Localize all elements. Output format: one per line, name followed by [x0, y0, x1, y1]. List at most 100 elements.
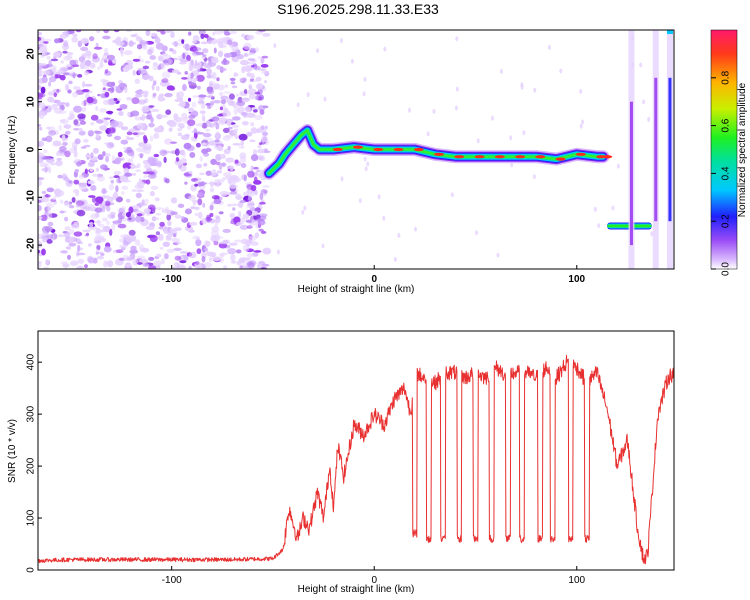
noise-speck	[102, 217, 108, 222]
faint-speck	[455, 36, 459, 42]
noise-speck	[138, 185, 145, 189]
noise-speck	[185, 208, 192, 215]
ridge-hotspot	[434, 152, 444, 156]
faint-speck	[432, 108, 436, 114]
noise-speck	[246, 184, 253, 190]
noise-speck	[161, 53, 168, 57]
noise-speck	[258, 68, 267, 71]
noise-speck	[251, 252, 259, 257]
y-tick-label: 20	[26, 48, 37, 60]
noise-speck	[164, 30, 173, 33]
noise-speck	[119, 47, 124, 54]
noise-speck	[224, 134, 234, 139]
noise-speck	[164, 92, 173, 98]
ridge-hotspot	[373, 147, 384, 152]
noise-speck	[160, 63, 165, 70]
noise-speck	[213, 47, 217, 54]
noise-speck	[236, 261, 242, 266]
noise-speck	[258, 169, 264, 174]
noise-speck	[162, 241, 170, 247]
noise-speck	[187, 72, 191, 79]
noise-speck	[243, 174, 247, 182]
noise-speck	[149, 190, 155, 197]
x-tick-label: 0	[371, 575, 377, 586]
noise-speck	[158, 226, 164, 230]
noise-speck	[41, 248, 46, 256]
noise-speck	[137, 89, 143, 92]
noise-speck	[122, 66, 130, 73]
noise-speck	[91, 196, 97, 203]
noise-speck	[227, 145, 231, 151]
noise-speck	[206, 74, 212, 79]
noise-speck	[174, 214, 182, 219]
noise-speck	[57, 174, 63, 179]
noise-speck	[212, 256, 222, 262]
noise-speck	[138, 142, 147, 148]
vertical-streak-core	[654, 77, 658, 222]
noise-speck	[200, 67, 203, 71]
noise-speck	[104, 91, 110, 98]
noise-speck	[111, 155, 116, 162]
noise-speck	[248, 235, 257, 241]
y-tick-label: 300	[26, 405, 37, 422]
noise-speck	[218, 241, 227, 244]
noise-speck	[57, 69, 63, 75]
y-tick-label: 10	[26, 96, 37, 108]
faint-speck	[364, 166, 368, 172]
ridge-hotspot	[454, 155, 465, 159]
noise-speck	[90, 114, 99, 121]
noise-speck	[81, 89, 90, 93]
noise-speck	[62, 263, 70, 268]
noise-speck	[230, 81, 236, 85]
vertical-streak-core	[629, 101, 633, 246]
noise-speck	[250, 165, 254, 172]
noise-speck	[243, 52, 248, 58]
y-tick-label: -10	[26, 190, 37, 205]
noise-speck	[184, 181, 188, 185]
faint-speck	[363, 76, 367, 82]
noise-speck	[174, 255, 182, 261]
noise-speck	[56, 89, 60, 93]
noise-speck	[82, 229, 91, 233]
noise-speck	[150, 108, 160, 113]
noise-speck	[123, 86, 128, 94]
faint-speck	[350, 58, 354, 64]
noise-speck	[68, 228, 75, 235]
faint-speck	[366, 161, 370, 167]
noise-speck	[135, 169, 142, 173]
noise-speck	[113, 175, 120, 179]
noise-speck	[63, 72, 70, 76]
noise-speck	[38, 261, 43, 264]
noise-speck	[142, 263, 149, 268]
noise-speck	[38, 102, 46, 109]
noise-speck	[199, 172, 205, 176]
noise-speck	[247, 61, 256, 65]
noise-speck	[262, 105, 269, 109]
faint-speck	[363, 156, 367, 162]
noise-speck	[203, 137, 213, 141]
noise-speck	[38, 177, 45, 181]
noise-speck	[210, 158, 217, 165]
ridge-hotspot	[575, 152, 586, 156]
noise-speck	[250, 127, 258, 134]
noise-speck	[61, 134, 66, 142]
noise-speck	[238, 146, 245, 149]
noise-speck	[209, 251, 217, 258]
noise-speck	[59, 33, 68, 39]
noise-speck	[64, 150, 71, 158]
noise-speck	[209, 122, 216, 128]
noise-speck	[238, 210, 242, 218]
noise-speck	[256, 263, 263, 268]
noise-speck	[166, 214, 172, 221]
noise-speck	[141, 199, 145, 205]
noise-speck	[180, 216, 185, 220]
noise-speck	[41, 190, 47, 195]
noise-speck	[153, 153, 160, 158]
noise-speck	[134, 116, 143, 121]
noise-speck	[161, 78, 169, 83]
noise-speck	[206, 68, 212, 76]
noise-speck	[87, 161, 95, 168]
noise-speck	[240, 139, 244, 147]
noise-speck	[196, 132, 205, 135]
noise-speck	[218, 211, 224, 215]
